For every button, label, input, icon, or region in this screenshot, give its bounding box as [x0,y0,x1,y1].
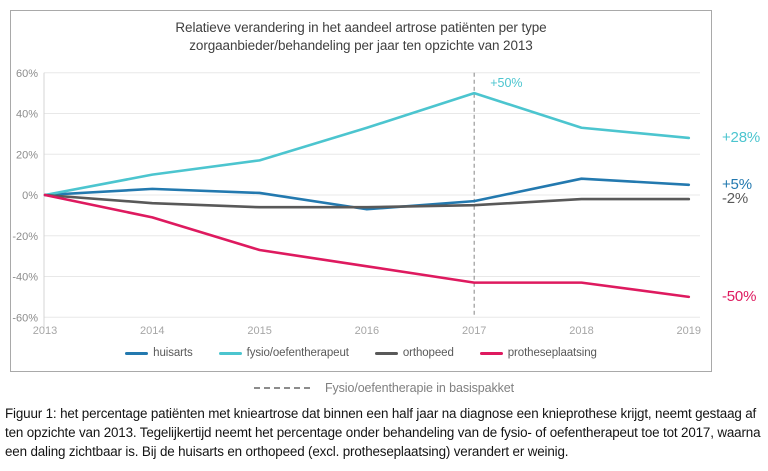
legend-label: protheseplaatsing [507,347,597,359]
legend-label: orthopeed [402,347,454,359]
legend-swatch [479,351,503,355]
legend-swatch [125,351,149,355]
legend-item-huisarts: huisarts [125,347,193,359]
end-label: +28% [722,128,760,146]
legend-label: huisarts [153,347,193,359]
legend-item-fysio-oefentherapeut: fysio/oefentherapeut [218,347,349,359]
legend-item-protheseplaatsing: protheseplaatsing [479,347,597,359]
end-label: +5% [722,175,752,193]
figure-caption: Figuur 1: het percentage patiënten met k… [5,406,761,459]
chart-box [10,10,712,372]
legend-swatch [218,351,242,355]
chart-title-line1: Relatieve verandering in het aandeel art… [175,20,547,35]
reference-line-legend: Fysio/oefentherapie in basispakket [0,381,768,395]
end-label: -2% [722,190,749,208]
reference-line-legend-label: Fysio/oefentherapie in basispakket [324,381,515,395]
end-label: -50% [722,287,757,305]
chart-title-line2: zorgaanbieder/behandeling per jaar ten o… [189,38,533,53]
chart-title: Relatieve verandering in het aandeel art… [10,19,712,55]
dashed-line-swatch [253,387,310,389]
legend-swatch [374,351,398,355]
legend-label: fysio/oefentherapeut [246,347,349,359]
chart-legend: huisarts fysio/oefentherapeut orthopeed pro… [10,347,712,359]
legend-item-orthopeed: orthopeed [374,347,454,359]
